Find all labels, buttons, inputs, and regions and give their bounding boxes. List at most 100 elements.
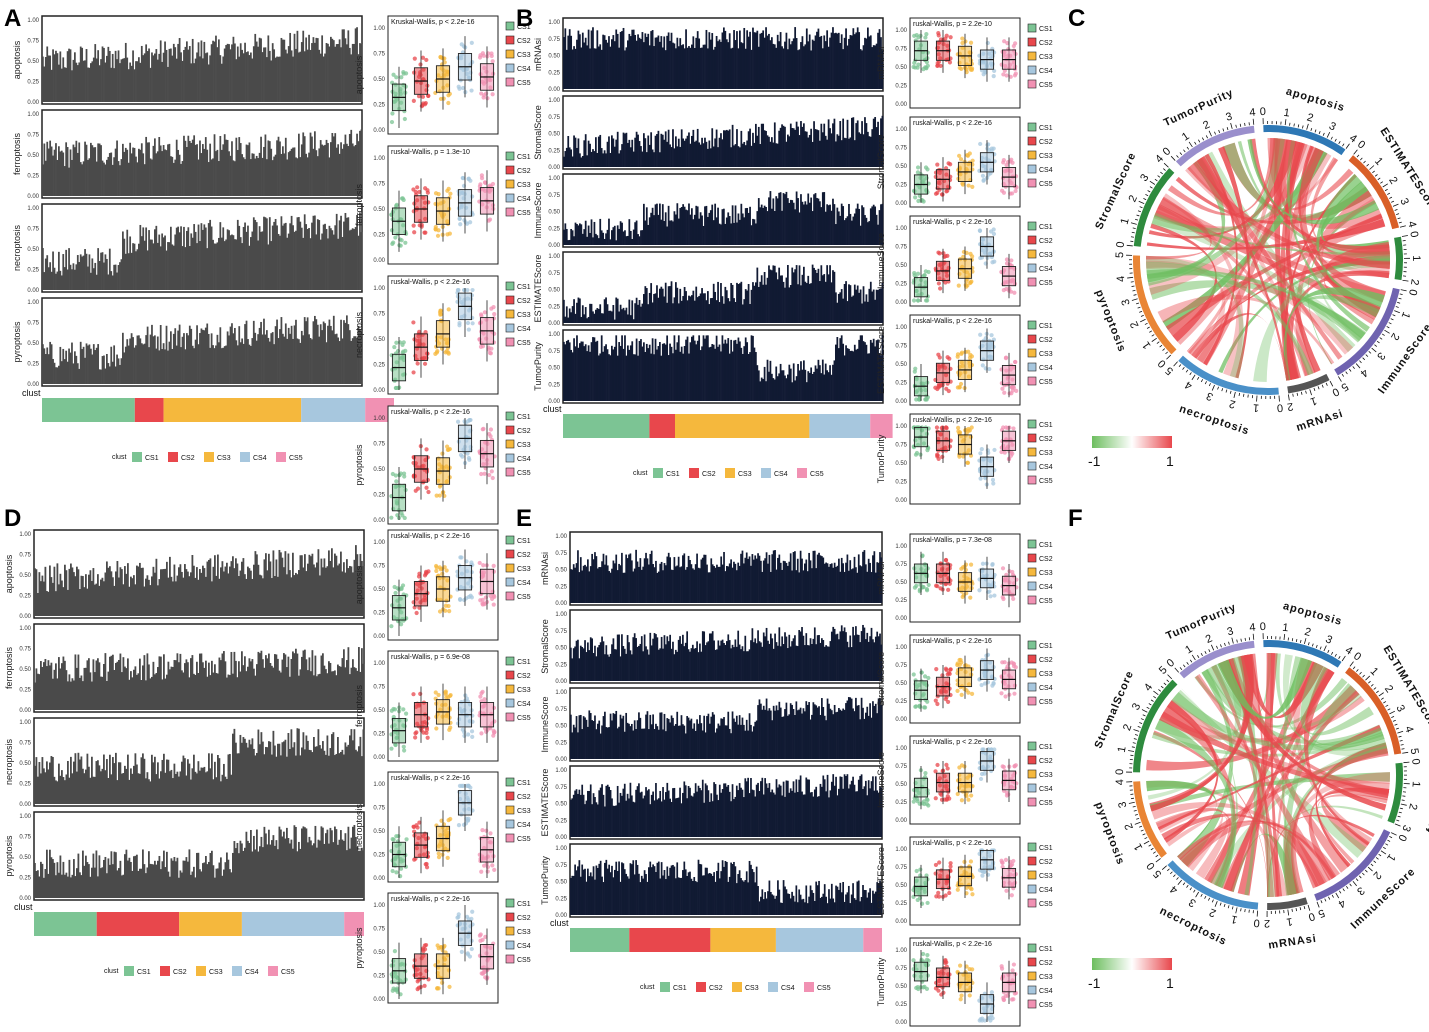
kruskal-wallis-label: ruskal-Wallis, p < 2.2e-16	[913, 417, 992, 424]
data-bar	[260, 231, 262, 290]
data-bar	[162, 145, 165, 196]
data-bar	[168, 143, 171, 196]
sector-tick	[1225, 389, 1228, 393]
legend-label-CS2: CS2	[517, 552, 531, 559]
data-bar	[816, 31, 818, 89]
data-bar	[880, 288, 882, 323]
data-bar	[223, 134, 226, 196]
data-bar	[645, 207, 648, 245]
data-bar	[52, 155, 54, 196]
data-bar	[117, 161, 120, 196]
data-bar	[801, 274, 804, 323]
data-bar	[117, 358, 120, 384]
y-tick-label: 0.25	[19, 594, 31, 600]
y-tick-label: 0.50	[373, 467, 385, 473]
data-bar	[292, 147, 294, 196]
data-bar	[156, 242, 159, 290]
data-bar	[595, 233, 597, 245]
data-bar	[306, 317, 309, 384]
data-bar	[216, 334, 219, 384]
data-bar	[300, 42, 303, 102]
jitter-point	[491, 305, 496, 310]
data-bar	[343, 320, 345, 384]
sector-tick	[1130, 236, 1134, 238]
panel-D-tracks: 0.000.250.500.751.00apoptosis0.000.250.5…	[4, 529, 365, 976]
data-bar	[194, 58, 197, 102]
sector-tick	[1326, 131, 1331, 138]
data-bar	[856, 285, 859, 323]
data-bar	[90, 63, 92, 102]
data-bar	[280, 37, 283, 102]
sector-tick	[1392, 203, 1399, 207]
data-bar	[178, 38, 181, 102]
legend-swatch-CS5	[505, 467, 515, 477]
data-bar	[638, 37, 641, 89]
sector-tick	[1376, 340, 1380, 344]
data-bar	[823, 123, 826, 167]
jitter-point	[935, 162, 940, 167]
data-bar	[357, 325, 360, 384]
jitter-point	[437, 493, 442, 498]
data-bar	[255, 155, 258, 196]
kruskal-wallis-label: ruskal-Wallis, p < 2.2e-16	[391, 409, 470, 416]
data-bar	[846, 301, 849, 323]
data-bar	[43, 143, 46, 196]
data-bar	[43, 272, 46, 290]
data-bar	[637, 34, 639, 89]
jitter-point	[461, 183, 467, 188]
data-bar	[880, 204, 882, 245]
data-bar	[324, 323, 326, 384]
data-bar	[858, 292, 861, 323]
cluster-strip-CS2	[649, 414, 675, 438]
jitter-point	[488, 427, 494, 432]
data-bar	[563, 341, 565, 401]
y-tick-label: 0.50	[548, 210, 560, 216]
data-bar	[881, 115, 884, 167]
data-bar	[624, 310, 626, 323]
data-bar	[848, 284, 850, 323]
data-bar	[820, 35, 823, 89]
data-bar	[215, 345, 217, 384]
data-bar	[712, 283, 715, 323]
kruskal-wallis-label: ruskal-Wallis, p < 2.2e-16	[391, 279, 470, 286]
sector-tick	[1194, 141, 1197, 145]
sector-tick	[1371, 347, 1377, 353]
jitter-point	[457, 323, 462, 328]
data-bar	[609, 239, 612, 245]
data-bar	[696, 206, 699, 245]
data-bar	[142, 55, 145, 102]
data-bar	[695, 286, 698, 323]
data-bar	[98, 65, 101, 102]
data-bar	[568, 342, 571, 401]
sector-tick-label: 2	[1286, 400, 1294, 413]
data-bar	[171, 348, 174, 384]
sector-tick-label: 1	[1283, 107, 1291, 120]
data-bar	[76, 65, 79, 102]
data-bar	[322, 145, 325, 196]
data-bar	[78, 62, 81, 102]
legend-swatch-CS4	[1027, 461, 1037, 471]
legend-swatch-CS5	[505, 337, 515, 347]
data-bar	[874, 206, 877, 245]
data-bar	[711, 297, 714, 323]
data-bar	[586, 155, 589, 167]
sector-tick	[1239, 123, 1242, 127]
data-bar	[148, 142, 150, 196]
data-bar	[264, 47, 267, 102]
data-bar	[878, 288, 881, 323]
legend-swatch-CS3	[1027, 447, 1037, 457]
data-bar	[836, 302, 839, 323]
data-bar	[856, 120, 859, 167]
data-bar	[322, 321, 325, 384]
data-bar	[168, 242, 171, 290]
data-bar	[720, 283, 722, 323]
data-bar	[871, 47, 874, 89]
legend-label-CS1: CS1	[517, 538, 531, 545]
data-bar	[152, 145, 155, 196]
data-bar	[204, 327, 207, 384]
data-bar	[628, 33, 631, 89]
sector-tick	[1217, 386, 1219, 390]
data-bar	[763, 130, 766, 167]
data-bar	[308, 227, 310, 290]
data-bar	[686, 300, 689, 323]
